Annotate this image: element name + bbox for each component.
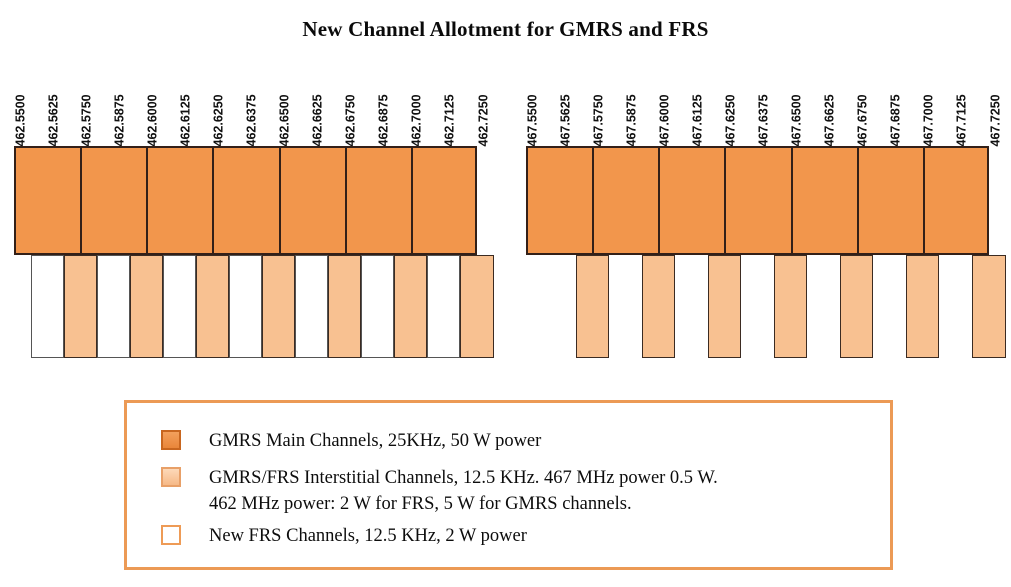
tick-label-467-5: 467.6125	[690, 93, 705, 146]
lower-bar-467-interstitial-9	[840, 255, 874, 358]
main-channel-cell-467-1	[594, 148, 661, 253]
tick-label-462-10: 462.6750	[343, 93, 358, 146]
legend-swatch-main-icon	[161, 430, 181, 450]
legend-swatch-interstitial-icon	[161, 467, 181, 487]
legend-item-frs: New FRS Channels, 12.5 KHz, 2 W power	[161, 523, 527, 549]
lower-bar-462-frs-0	[30, 255, 64, 358]
lower-bar-467-interstitial-3	[641, 255, 675, 358]
tick-label-462-8: 462.6500	[277, 93, 292, 146]
lower-bar-467-interstitial-5	[707, 255, 741, 358]
tick-label-462-1: 462.5625	[46, 93, 61, 146]
tick-label-462-9: 462.6625	[310, 93, 325, 146]
tick-label-462-0: 462.5500	[13, 93, 28, 146]
tick-label-462-5: 462.6125	[178, 93, 193, 146]
main-channel-cell-462-3	[214, 148, 281, 253]
main-channel-cell-467-2	[660, 148, 727, 253]
tick-label-462-12: 462.7000	[409, 93, 424, 146]
legend-swatch-frs-icon	[161, 525, 181, 545]
tick-label-462-3: 462.5875	[112, 93, 127, 146]
main-channel-cell-462-4	[281, 148, 347, 253]
page-title: New Channel Allotment for GMRS and FRS	[302, 17, 709, 41]
lower-bar-462-frs-4	[162, 255, 196, 358]
lower-bar-462-interstitial-5	[195, 255, 229, 358]
main-channel-cell-467-6	[925, 148, 991, 253]
main-channel-cell-462-0	[16, 148, 83, 253]
tick-label-467-1: 467.5625	[558, 93, 573, 146]
lower-bar-467-interstitial-1	[575, 255, 609, 358]
lower-bar-467-interstitial-11	[906, 255, 940, 358]
tick-label-462-11: 462.6875	[376, 93, 391, 146]
lower-bar-462-frs-6	[228, 255, 263, 358]
legend-label-frs: New FRS Channels, 12.5 KHz, 2 W power	[209, 526, 527, 546]
tick-label-group: 462.5500 462.5625 462.5750 462.5875 462.6000…	[13, 80, 490, 146]
lower-bar-462-interstitial-11	[394, 255, 428, 358]
lower-bar-467-interstitial-13	[972, 255, 1006, 358]
main-channel-cell-467-4	[793, 148, 859, 253]
main-channel-cell-462-2	[148, 148, 215, 253]
tick-label-group: 467.5500 467.5625 467.5750 467.5875 467.6000…	[525, 80, 1002, 146]
band-group-467: 467.5500 467.5625 467.5750 467.5875 467.6000…	[525, 80, 1006, 358]
lower-bar-462-interstitial-3	[129, 255, 163, 358]
tick-label-462-6: 462.6250	[211, 93, 226, 146]
band-group-462: 462.5500 462.5625 462.5750 462.5875 462.6000…	[13, 80, 494, 358]
lower-bar-462-interstitial-13	[460, 255, 494, 358]
lower-bar-462-frs-12	[427, 255, 461, 358]
tick-label-467-13: 467.7125	[954, 93, 969, 146]
main-channel-cell-467-0	[528, 148, 595, 253]
tick-label-467-10: 467.6750	[855, 93, 870, 146]
tick-label-467-7: 467.6375	[756, 93, 771, 146]
legend-label-interstitial: GMRS/FRS Interstitial Channels, 12.5 KHz…	[209, 468, 718, 515]
tick-label-467-3: 467.5875	[624, 93, 639, 146]
legend-box: GMRS Main Channels, 25KHz, 50 W power GM…	[124, 400, 893, 570]
main-channel-cell-467-5	[859, 148, 925, 253]
tick-label-462-13: 462.7125	[442, 93, 457, 146]
tick-label-467-0: 467.5500	[525, 93, 540, 146]
tick-label-467-12: 467.7000	[921, 93, 936, 146]
main-channel-band-467	[526, 146, 989, 255]
main-channel-cell-467-3	[726, 148, 793, 253]
legend-item-main: GMRS Main Channels, 25KHz, 50 W power	[161, 428, 541, 454]
tick-label-467-4: 467.6000	[657, 93, 672, 146]
lower-bar-462-interstitial-7	[262, 255, 296, 358]
tick-label-467-14: 467.7250	[988, 93, 1003, 146]
main-channel-cell-462-5	[347, 148, 413, 253]
tick-label-467-8: 467.6500	[789, 93, 804, 146]
lower-bar-467-interstitial-7	[774, 255, 808, 358]
main-channel-cell-462-6	[413, 148, 479, 253]
tick-label-462-14: 462.7250	[476, 93, 491, 146]
tick-label-467-6: 467.6250	[723, 93, 738, 146]
lower-bar-462-interstitial-9	[328, 255, 362, 358]
tick-label-462-2: 462.5750	[79, 93, 94, 146]
legend-label-main: GMRS Main Channels, 25KHz, 50 W power	[209, 431, 542, 451]
main-channel-band-462	[14, 146, 477, 255]
legend-item-interstitial: GMRS/FRS Interstitial Channels, 12.5 KHz…	[161, 465, 718, 518]
main-channel-cell-462-1	[82, 148, 149, 253]
lower-bar-462-frs-10	[361, 255, 395, 358]
tick-label-467-2: 467.5750	[591, 93, 606, 146]
tick-label-467-9: 467.6625	[822, 93, 837, 146]
lower-bar-462-frs-2	[96, 255, 130, 358]
tick-label-462-4: 462.6000	[145, 93, 160, 146]
tick-label-467-11: 467.6875	[888, 93, 903, 146]
lower-bar-462-interstitial-1	[63, 255, 97, 358]
lower-bar-462-frs-8	[295, 255, 329, 358]
tick-label-462-7: 462.6375	[244, 93, 259, 146]
